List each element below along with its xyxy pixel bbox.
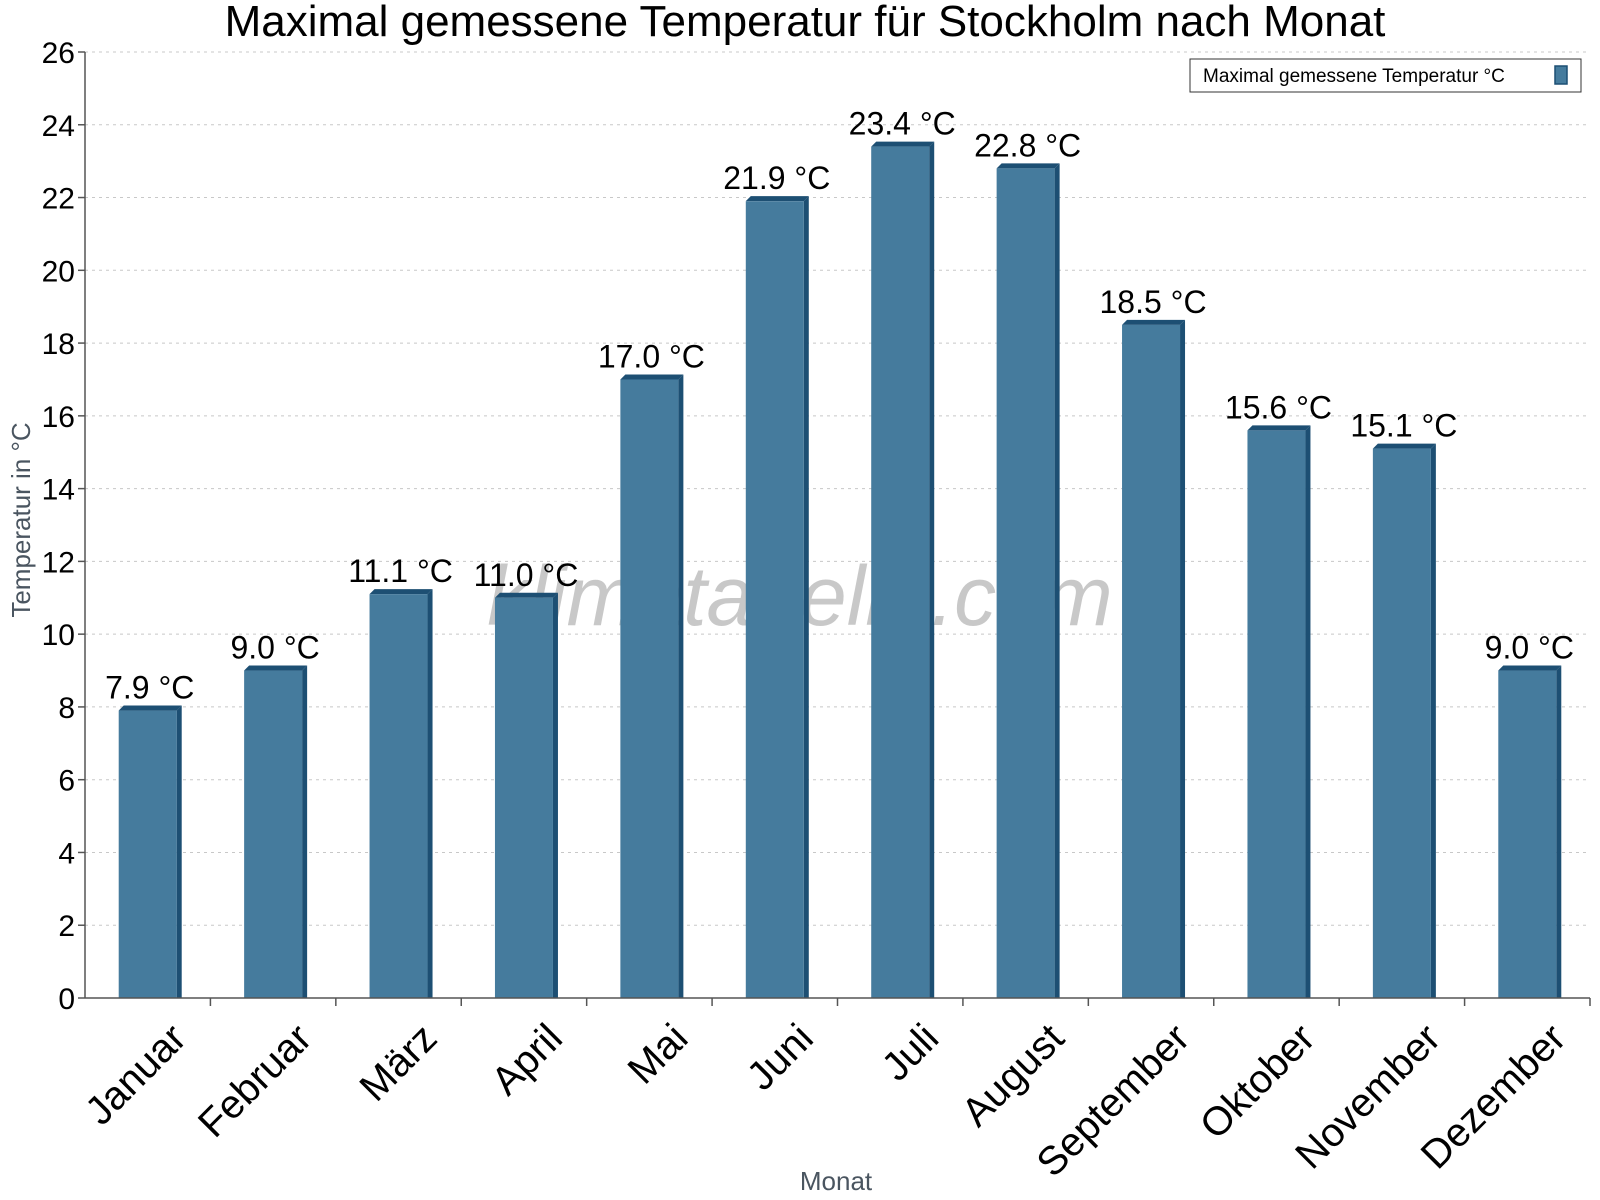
bar-mai [620, 374, 684, 998]
bar-top [494, 592, 558, 598]
bar-top [1498, 665, 1562, 671]
bar-april [494, 592, 558, 998]
x-tick-label: Juni [739, 1016, 822, 1099]
value-labels: 7.9 °C 9.0 °C 11.1 °C 11.0 °C 17.0 °C 21.9 °C… [105, 106, 1574, 706]
x-tick-label: August [953, 1016, 1072, 1135]
y-tick-label: 4 [58, 837, 75, 870]
bars [118, 141, 1562, 999]
bar-side [1430, 443, 1436, 999]
bar [118, 710, 177, 998]
bar-februar [244, 665, 308, 998]
bar [871, 146, 930, 999]
gridlines [85, 51, 1590, 926]
value-label: 15.6 °C [1225, 389, 1332, 425]
bar [1498, 670, 1557, 998]
legend-swatch [1554, 65, 1568, 85]
bar [1372, 448, 1431, 999]
value-label: 22.8 °C [974, 127, 1081, 163]
bar-side [929, 141, 935, 999]
x-tick-label: Februar [190, 1016, 320, 1146]
bar-november [1372, 443, 1436, 999]
legend-box [1189, 58, 1582, 93]
bar-august [996, 163, 1060, 998]
bar-september [1122, 319, 1186, 998]
bar-top [118, 705, 182, 711]
bar-side [1556, 665, 1562, 998]
bar-side [552, 592, 558, 998]
y-tick-label: 12 [42, 546, 75, 579]
bar-juli [871, 141, 935, 999]
y-tick-label: 6 [58, 765, 75, 798]
bar-top [1247, 425, 1311, 431]
bar-top [244, 665, 308, 671]
value-label: 17.0 °C [598, 338, 705, 374]
value-label: 21.9 °C [723, 160, 830, 196]
bar-side [678, 374, 684, 998]
y-tick-label: 16 [42, 401, 75, 434]
bar-top [1372, 443, 1436, 449]
y-tick-label: 2 [58, 910, 75, 943]
y-tick-label: 20 [42, 255, 75, 288]
x-tick-label: Januar [77, 1016, 195, 1134]
x-axis-title: Monat [800, 1166, 873, 1196]
value-label: 9.0 °C [1485, 630, 1574, 666]
bar-side [1180, 319, 1186, 998]
bar-top [369, 589, 433, 595]
bar [1122, 324, 1181, 998]
y-tick-label: 24 [42, 110, 75, 143]
bar-top [996, 163, 1060, 169]
bar-top [1122, 319, 1186, 325]
bar [494, 597, 553, 998]
bar-side [302, 665, 308, 998]
bar-dezember [1498, 665, 1562, 998]
value-label: 23.4 °C [849, 106, 956, 142]
y-tick-label: 10 [42, 619, 75, 652]
bar-side [803, 196, 809, 998]
bar [1247, 430, 1306, 998]
bar-side [1305, 425, 1311, 998]
y-axis-title: Temperatur in °C [6, 422, 36, 617]
bar [745, 201, 804, 998]
legend: Maximal gemessene Temperatur °C [1189, 58, 1582, 93]
value-label: 15.1 °C [1350, 408, 1457, 444]
bar-side [427, 589, 433, 998]
bar [369, 594, 428, 998]
value-label: 11.1 °C [348, 553, 453, 589]
x-tick-label: März [352, 1016, 446, 1110]
y-tick-label: 8 [58, 692, 75, 725]
y-tick-label: 0 [58, 983, 75, 1016]
bar-märz [369, 589, 433, 998]
chart-title: Maximal gemessene Temperatur für Stockho… [225, 0, 1386, 46]
y-tick-label: 26 [42, 37, 75, 70]
value-label: 9.0 °C [230, 630, 319, 666]
y-tick-label: 14 [42, 474, 75, 507]
bar-top [620, 374, 684, 380]
bar-juni [745, 196, 809, 998]
value-label: 18.5 °C [1100, 284, 1207, 320]
value-label: 7.9 °C [105, 670, 194, 706]
bar-side [1054, 163, 1060, 998]
bar-top [871, 141, 935, 147]
bar-oktober [1247, 425, 1311, 998]
y-tick-label: 22 [42, 183, 75, 216]
x-tick-label: Mai [620, 1016, 697, 1093]
bar [996, 168, 1055, 998]
x-tick-label: Juli [874, 1016, 948, 1090]
x-tick-label: Oktober [1192, 1016, 1324, 1148]
bar-top [745, 196, 809, 202]
value-label: 11.0 °C [474, 557, 579, 593]
x-tick-label: April [483, 1016, 571, 1104]
y-tick-label: 18 [42, 328, 75, 361]
legend-label: Maximal gemessene Temperatur °C [1203, 66, 1505, 87]
bar [620, 379, 679, 998]
bar [244, 670, 303, 998]
bar-januar [118, 705, 182, 998]
bar-side [176, 705, 182, 998]
